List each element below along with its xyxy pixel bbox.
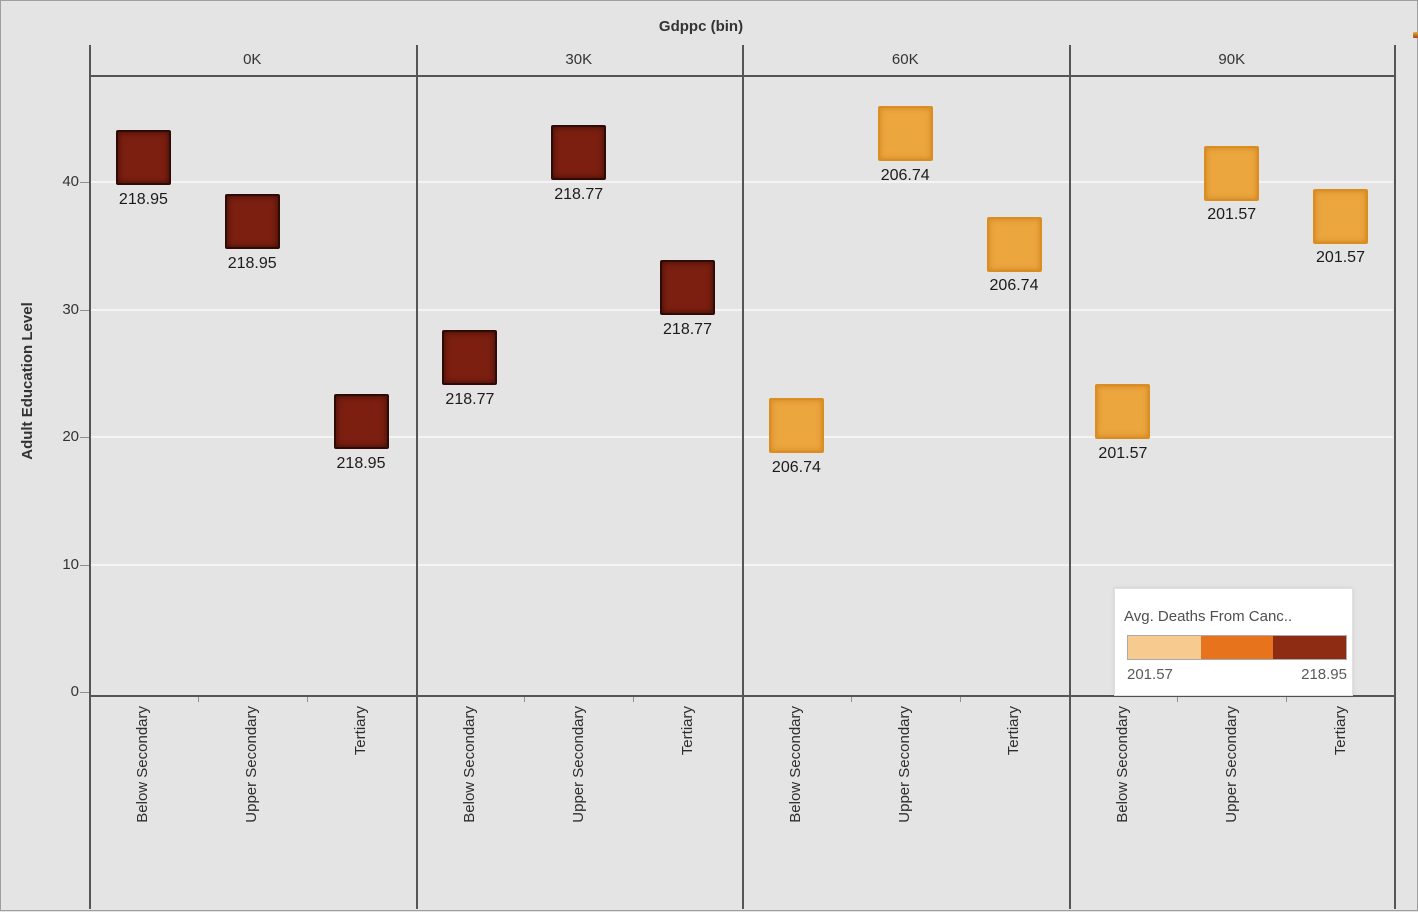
legend-range-labels: 201.57 218.95 — [1127, 666, 1347, 683]
mark-label: 218.95 — [336, 454, 386, 472]
mark-square-0K-tertiary[interactable] — [333, 394, 389, 450]
y-tick-40 — [80, 182, 89, 183]
mark-square-90K-upper-secondary[interactable] — [1204, 145, 1260, 201]
x-category-label: Below Secondary — [460, 706, 478, 823]
legend-max-label: 218.95 — [1301, 666, 1347, 683]
legend-gradient-high — [1273, 636, 1347, 659]
mark-label: 201.57 — [1316, 249, 1365, 267]
x-category-label: Below Secondary — [1113, 706, 1131, 823]
mark-label: 218.95 — [227, 254, 277, 272]
facet-header-0K: 0K — [243, 51, 262, 68]
legend-gradient-low — [1128, 636, 1201, 659]
edge-artifact-icon — [1413, 32, 1418, 38]
mark-square-0K-below-secondary[interactable] — [115, 130, 171, 186]
mark-square-60K-upper-secondary[interactable] — [877, 106, 933, 162]
panel-divider-3 — [1068, 45, 1071, 909]
x-category-tick — [524, 697, 526, 702]
facet-header-underline — [89, 75, 1395, 77]
x-category-tick — [306, 697, 308, 702]
legend-title: Avg. Deaths From Canc.. — [1124, 608, 1293, 625]
mark-square-90K-tertiary[interactable] — [1313, 188, 1368, 244]
mark-label: 218.77 — [445, 390, 495, 408]
y-tick-label-30: 30 — [62, 300, 79, 318]
facet-header-30K: 30K — [565, 51, 593, 68]
mark-label: 218.77 — [663, 320, 712, 338]
mark-square-90K-below-secondary[interactable] — [1095, 384, 1151, 439]
x-category-tick — [959, 697, 961, 702]
x-category-tick — [850, 697, 852, 702]
mark-label: 201.57 — [1098, 444, 1148, 462]
x-axis-line — [89, 695, 1395, 697]
mark-label: 206.74 — [989, 277, 1039, 295]
legend-min-label: 201.57 — [1127, 666, 1173, 683]
y-tick-label-10: 10 — [62, 555, 79, 573]
x-category-label: Upper Secondary — [896, 706, 914, 823]
x-category-label: Tertiary — [1005, 706, 1022, 756]
panel-divider-2 — [742, 45, 744, 909]
mark-label: 206.74 — [880, 166, 930, 184]
y-tick-label-40: 40 — [62, 173, 79, 190]
y-axis-line — [89, 45, 91, 909]
y-tick-label-0: 0 — [70, 683, 79, 700]
mark-label: 218.77 — [554, 185, 604, 203]
mark-square-30K-upper-secondary[interactable] — [551, 125, 607, 181]
mark-square-60K-tertiary[interactable] — [986, 216, 1042, 272]
x-category-tick — [633, 697, 635, 702]
mark-square-30K-tertiary[interactable] — [660, 260, 715, 316]
x-category-label: Below Secondary — [787, 706, 805, 823]
y-tick-10 — [80, 564, 89, 566]
x-category-tick — [1177, 697, 1179, 702]
x-category-label: Tertiary — [678, 706, 696, 756]
facet-header-60K: 60K — [891, 51, 919, 68]
mark-label: 218.95 — [118, 190, 168, 208]
mark-label: 201.57 — [1207, 206, 1257, 224]
x-category-label: Upper Secondary — [1222, 706, 1240, 823]
x-category-label: Tertiary — [352, 706, 369, 756]
facet-header-90K: 90K — [1218, 51, 1246, 68]
x-category-label: Below Secondary — [134, 706, 152, 823]
y-tick-20 — [80, 437, 89, 438]
x-category-label: Upper Secondary — [243, 706, 261, 823]
mark-square-60K-below-secondary[interactable] — [768, 398, 824, 454]
color-legend[interactable]: Avg. Deaths From Canc.. 201.57 218.95 — [1114, 588, 1353, 696]
x-category-label: Upper Secondary — [569, 706, 587, 823]
plot-right-border — [1394, 45, 1396, 909]
x-category-label: Tertiary — [1331, 706, 1349, 756]
mark-label: 206.74 — [771, 458, 821, 476]
y-tick-0 — [80, 692, 89, 693]
facet-field-title: Gdppc (bin) — [658, 18, 744, 35]
legend-gradient-mid — [1200, 636, 1274, 659]
x-category-tick — [197, 697, 199, 702]
mark-square-0K-upper-secondary[interactable] — [224, 194, 280, 250]
y-tick-30 — [80, 309, 89, 311]
panel-divider-1 — [415, 45, 418, 909]
x-category-tick — [1286, 697, 1288, 702]
y-tick-label-20: 20 — [62, 428, 79, 445]
legend-gradient-bar[interactable] — [1127, 635, 1347, 660]
mark-square-30K-below-secondary[interactable] — [442, 330, 498, 386]
